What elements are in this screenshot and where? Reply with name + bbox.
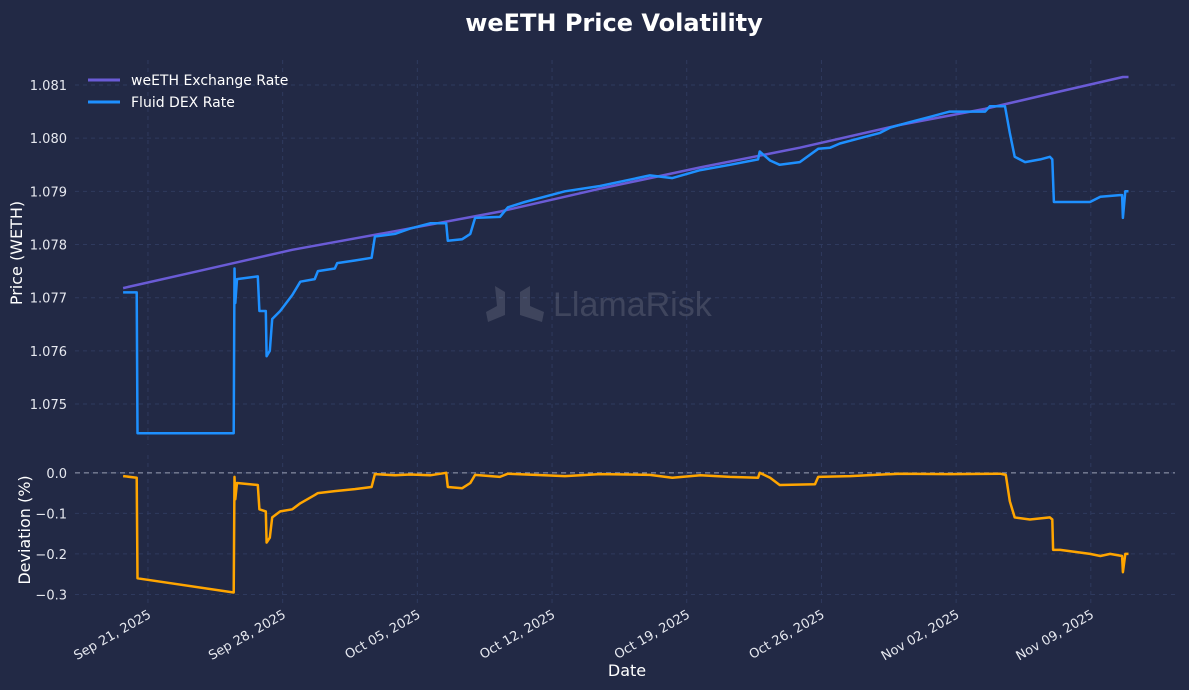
x-tick-label: Oct 26, 2025 (747, 607, 828, 662)
x-tick-label: Oct 19, 2025 (612, 607, 693, 662)
x-tick-label: Oct 05, 2025 (343, 607, 424, 662)
y-tick-label: −0.3 (35, 588, 67, 603)
x-tick-label: Sep 21, 2025 (72, 607, 154, 663)
series-line-price-0 (122, 75, 1129, 290)
grid (75, 60, 1175, 603)
series-line-deviation-0 (122, 471, 1129, 594)
legend-label-exchange-rate: weETH Exchange Rate (131, 73, 288, 89)
x-tick-label: Nov 02, 2025 (879, 607, 962, 664)
series (122, 75, 1129, 594)
y-tick-label: 1.079 (30, 185, 67, 200)
y-tick-label: 1.081 (30, 79, 67, 94)
y-axis-label-price: Price (WETH) (7, 201, 26, 305)
y-tick-label: 1.078 (30, 239, 67, 254)
y-tick-label: −0.1 (35, 507, 67, 522)
x-tick-label: Nov 09, 2025 (1014, 607, 1097, 664)
llamarisk-logo-icon (486, 286, 544, 322)
axis-ticks: 1.075 1.076 1.077 1.078 1.079 1.080 1.081 0.0 −0… (30, 79, 1175, 664)
y-axis-label-deviation: Deviation (%) (15, 475, 34, 584)
y-tick-label: 1.075 (30, 398, 67, 413)
y-tick-label: 0.0 (46, 467, 67, 482)
y-tick-label: 1.077 (30, 292, 67, 307)
legend: weETH Exchange Rate Fluid DEX Rate (88, 73, 288, 111)
chart-title: weETH Price Volatility (465, 9, 763, 37)
legend-label-dex-rate: Fluid DEX Rate (131, 95, 235, 111)
series-line-price-1 (123, 105, 1129, 435)
y-tick-label: −0.2 (35, 548, 67, 563)
x-axis-label: Date (608, 661, 646, 680)
y-tick-label: 1.080 (30, 132, 67, 147)
x-tick-label: Oct 12, 2025 (477, 607, 558, 662)
y-tick-label: 1.076 (30, 345, 67, 360)
x-tick-label: Sep 28, 2025 (206, 607, 288, 663)
watermark: LlamaRisk (486, 286, 713, 324)
watermark-text: LlamaRisk (553, 286, 713, 324)
